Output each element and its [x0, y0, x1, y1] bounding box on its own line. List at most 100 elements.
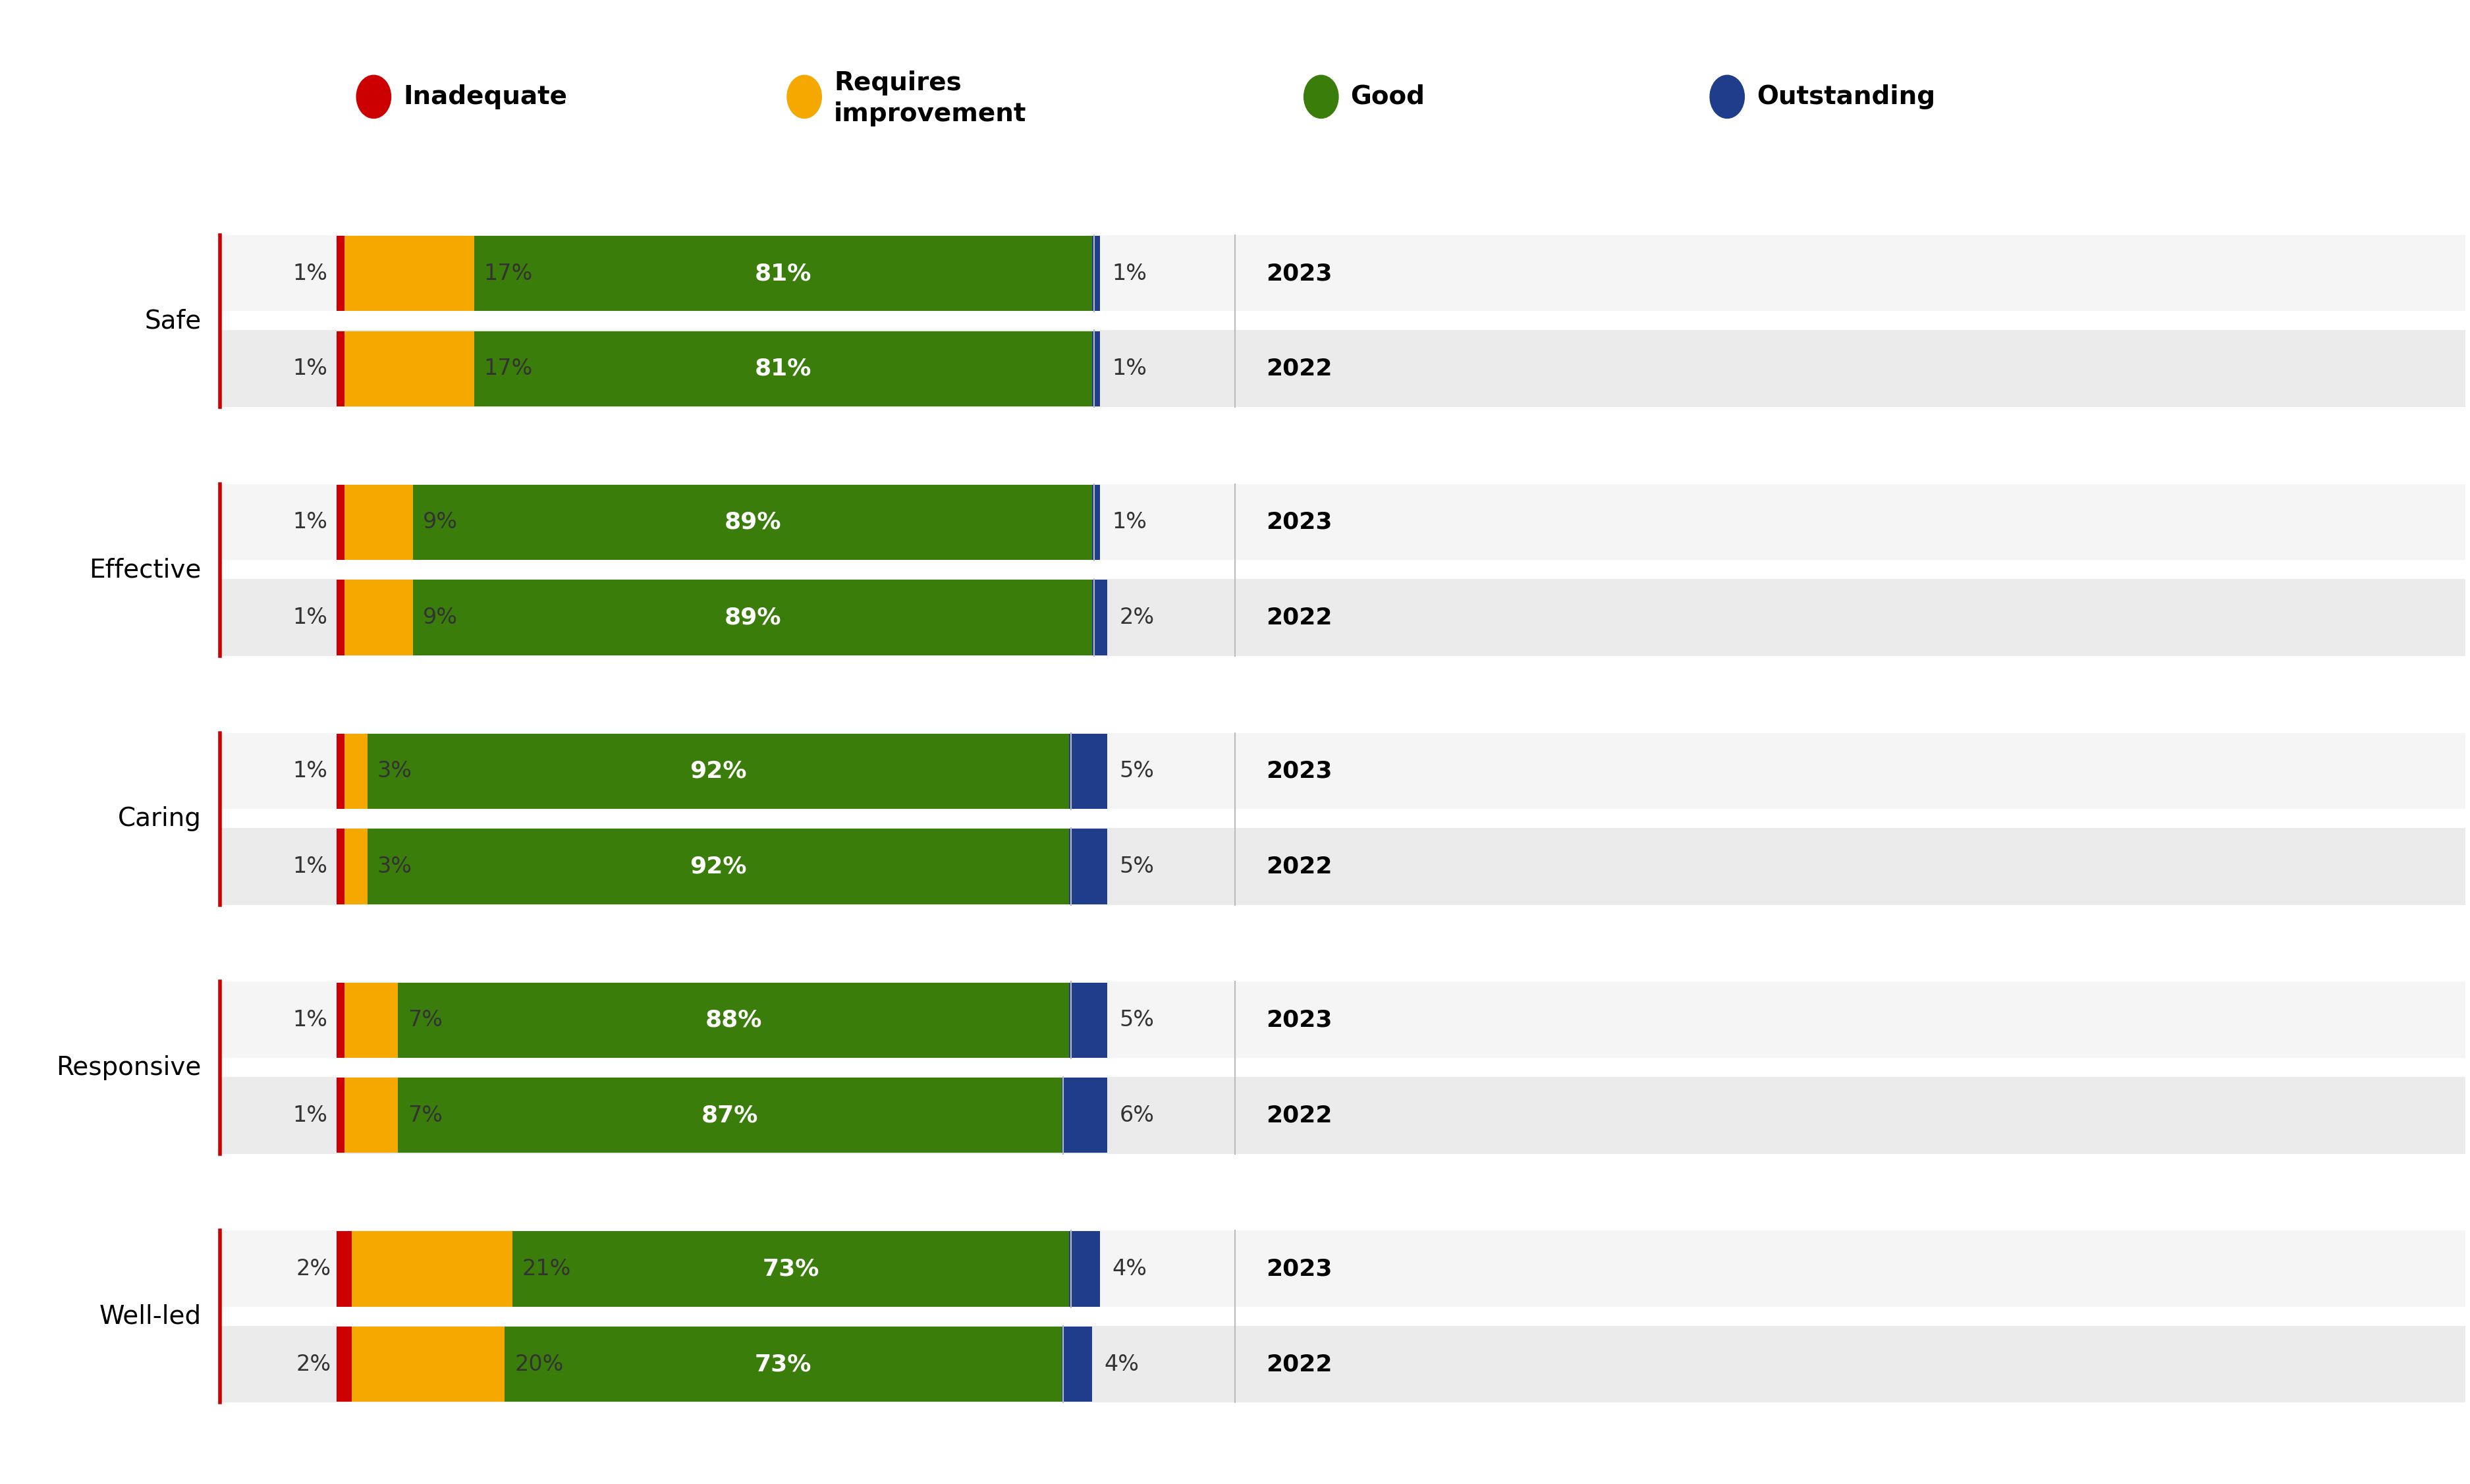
- Text: Requires: Requires: [835, 70, 961, 95]
- Text: 2022: 2022: [1265, 607, 1331, 629]
- Text: Outstanding: Outstanding: [1756, 85, 1936, 110]
- Text: 87%: 87%: [701, 1104, 758, 1126]
- FancyBboxPatch shape: [474, 236, 1092, 312]
- FancyBboxPatch shape: [220, 1077, 2465, 1153]
- FancyBboxPatch shape: [336, 982, 343, 1058]
- Text: 88%: 88%: [704, 1009, 761, 1031]
- FancyBboxPatch shape: [336, 828, 343, 904]
- Text: Good: Good: [1351, 85, 1425, 110]
- Text: Responsive: Responsive: [57, 1055, 203, 1080]
- Text: 17%: 17%: [484, 358, 534, 380]
- FancyBboxPatch shape: [1070, 733, 1107, 809]
- Text: improvement: improvement: [835, 101, 1028, 126]
- FancyBboxPatch shape: [220, 484, 2465, 561]
- Text: 1%: 1%: [1112, 263, 1146, 285]
- Text: 81%: 81%: [756, 263, 813, 285]
- Circle shape: [788, 76, 823, 119]
- Circle shape: [1304, 76, 1339, 119]
- FancyBboxPatch shape: [220, 234, 2465, 312]
- Text: 20%: 20%: [514, 1353, 563, 1376]
- Text: 73%: 73%: [756, 1353, 813, 1376]
- Text: 9%: 9%: [422, 512, 457, 533]
- FancyBboxPatch shape: [220, 828, 2465, 905]
- Text: 1%: 1%: [291, 856, 329, 877]
- FancyBboxPatch shape: [220, 579, 2465, 656]
- Text: 1%: 1%: [291, 760, 329, 782]
- Text: 4%: 4%: [1112, 1258, 1146, 1279]
- FancyBboxPatch shape: [343, 828, 368, 904]
- Text: 1%: 1%: [291, 1009, 329, 1031]
- FancyBboxPatch shape: [343, 580, 412, 656]
- FancyBboxPatch shape: [343, 331, 474, 407]
- FancyBboxPatch shape: [1092, 580, 1107, 656]
- FancyBboxPatch shape: [336, 1232, 353, 1306]
- Text: 1%: 1%: [291, 607, 329, 628]
- Text: 2023: 2023: [1265, 263, 1331, 285]
- Text: Inadequate: Inadequate: [403, 85, 568, 110]
- Text: 9%: 9%: [422, 607, 457, 628]
- FancyBboxPatch shape: [412, 580, 1092, 656]
- FancyBboxPatch shape: [1070, 1232, 1099, 1306]
- Text: 6%: 6%: [1119, 1104, 1153, 1126]
- Text: 2%: 2%: [296, 1353, 331, 1376]
- FancyBboxPatch shape: [474, 331, 1092, 407]
- FancyBboxPatch shape: [343, 733, 368, 809]
- FancyBboxPatch shape: [220, 331, 2465, 407]
- Text: 2022: 2022: [1265, 1104, 1331, 1126]
- Text: Safe: Safe: [146, 309, 203, 334]
- FancyBboxPatch shape: [1092, 236, 1099, 312]
- Text: 5%: 5%: [1119, 1009, 1153, 1031]
- FancyBboxPatch shape: [511, 1232, 1070, 1306]
- FancyBboxPatch shape: [368, 828, 1070, 904]
- FancyBboxPatch shape: [368, 733, 1070, 809]
- Text: 2%: 2%: [296, 1258, 331, 1279]
- FancyBboxPatch shape: [343, 1077, 398, 1153]
- Text: 73%: 73%: [763, 1258, 820, 1281]
- Text: 2023: 2023: [1265, 510, 1331, 534]
- FancyBboxPatch shape: [220, 733, 2465, 810]
- FancyBboxPatch shape: [398, 982, 1070, 1058]
- Text: 81%: 81%: [756, 358, 813, 380]
- Text: 92%: 92%: [689, 760, 746, 782]
- FancyBboxPatch shape: [336, 580, 343, 656]
- FancyBboxPatch shape: [336, 331, 343, 407]
- FancyBboxPatch shape: [504, 1327, 1062, 1402]
- Text: 2022: 2022: [1265, 855, 1331, 877]
- Text: Effective: Effective: [89, 558, 203, 582]
- Text: 89%: 89%: [724, 510, 781, 534]
- Text: 89%: 89%: [724, 607, 781, 629]
- Text: 7%: 7%: [408, 1009, 442, 1031]
- FancyBboxPatch shape: [343, 236, 474, 312]
- FancyBboxPatch shape: [336, 1327, 353, 1402]
- Text: Caring: Caring: [119, 806, 203, 831]
- Text: 4%: 4%: [1104, 1353, 1139, 1376]
- Text: 2%: 2%: [1119, 607, 1153, 628]
- FancyBboxPatch shape: [353, 1327, 504, 1402]
- Text: 1%: 1%: [1112, 512, 1146, 533]
- Text: 1%: 1%: [291, 358, 329, 380]
- FancyBboxPatch shape: [343, 485, 412, 559]
- FancyBboxPatch shape: [220, 1325, 2465, 1402]
- Text: 1%: 1%: [291, 1104, 329, 1126]
- Text: 7%: 7%: [408, 1104, 442, 1126]
- Text: Well-led: Well-led: [99, 1304, 203, 1330]
- FancyBboxPatch shape: [412, 485, 1092, 559]
- FancyBboxPatch shape: [1062, 1327, 1092, 1402]
- Text: 2023: 2023: [1265, 760, 1331, 782]
- Text: 92%: 92%: [689, 855, 746, 877]
- Text: 5%: 5%: [1119, 760, 1153, 782]
- FancyBboxPatch shape: [353, 1232, 511, 1306]
- FancyBboxPatch shape: [343, 982, 398, 1058]
- FancyBboxPatch shape: [336, 236, 343, 312]
- Text: 3%: 3%: [378, 856, 412, 877]
- Text: 1%: 1%: [291, 263, 329, 285]
- FancyBboxPatch shape: [1062, 1077, 1107, 1153]
- FancyBboxPatch shape: [1070, 982, 1107, 1058]
- Text: 2022: 2022: [1265, 358, 1331, 380]
- FancyBboxPatch shape: [220, 1230, 2465, 1307]
- Text: 1%: 1%: [291, 512, 329, 533]
- Text: 17%: 17%: [484, 263, 534, 285]
- Text: 1%: 1%: [1112, 358, 1146, 380]
- FancyBboxPatch shape: [336, 1077, 343, 1153]
- FancyBboxPatch shape: [1070, 828, 1107, 904]
